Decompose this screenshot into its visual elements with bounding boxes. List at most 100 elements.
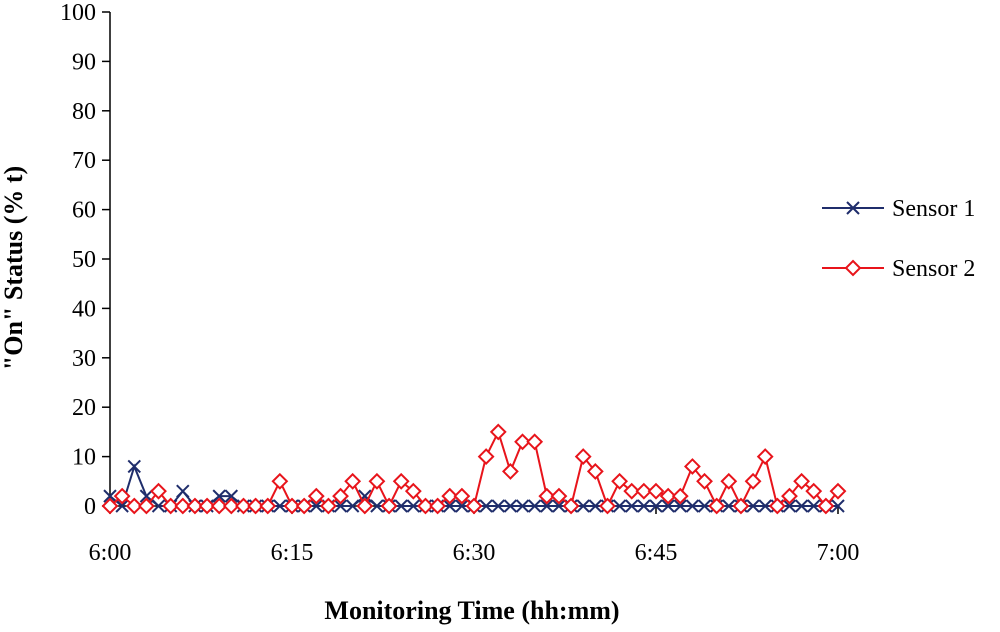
series-2 bbox=[101, 423, 847, 515]
y-tick-label: 40 bbox=[72, 296, 96, 322]
data-point bbox=[515, 499, 530, 513]
legend: Sensor 1 Sensor 2 bbox=[822, 196, 975, 282]
data-point bbox=[162, 497, 180, 515]
data-point bbox=[441, 487, 459, 505]
data-point bbox=[404, 482, 422, 500]
data-point bbox=[151, 499, 166, 513]
data-point bbox=[368, 472, 386, 490]
data-point bbox=[831, 499, 845, 513]
x-tick-label: 6:15 bbox=[271, 540, 314, 566]
data-point bbox=[514, 433, 531, 451]
y-tick-label: 20 bbox=[72, 395, 96, 421]
data-point bbox=[358, 489, 372, 503]
data-point bbox=[756, 448, 774, 466]
data-point bbox=[844, 259, 862, 277]
data-point bbox=[685, 499, 700, 513]
data-point bbox=[295, 497, 313, 515]
data-point bbox=[392, 472, 410, 490]
data-point bbox=[647, 482, 665, 500]
data-point bbox=[429, 497, 447, 515]
y-tick-label: 0 bbox=[84, 494, 96, 520]
data-point bbox=[345, 499, 360, 513]
data-point bbox=[394, 499, 408, 513]
data-point bbox=[625, 499, 639, 513]
data-point bbox=[174, 497, 192, 515]
data-point bbox=[574, 448, 592, 466]
data-point bbox=[101, 497, 119, 515]
data-point bbox=[333, 499, 348, 513]
data-point bbox=[586, 463, 604, 480]
data-point bbox=[406, 499, 421, 513]
data-point bbox=[661, 499, 675, 513]
data-point bbox=[722, 499, 736, 513]
data-point bbox=[283, 497, 301, 515]
data-point bbox=[793, 472, 811, 490]
data-point bbox=[479, 499, 493, 513]
data-point bbox=[491, 499, 505, 513]
data-point bbox=[732, 497, 750, 515]
data-point bbox=[222, 497, 240, 515]
data-point bbox=[744, 472, 762, 490]
data-point bbox=[623, 482, 641, 500]
data-point bbox=[103, 489, 117, 503]
data-point bbox=[212, 489, 226, 503]
y-tick-label: 90 bbox=[72, 49, 96, 75]
legend-item: Sensor 1 bbox=[822, 196, 975, 222]
y-tick-label: 70 bbox=[72, 148, 96, 174]
data-point bbox=[576, 499, 590, 513]
data-point bbox=[526, 433, 544, 451]
data-point bbox=[562, 497, 580, 515]
data-point bbox=[273, 499, 287, 513]
plot-area: 0 10 20 30 40 50 60 70 80 90 100 6:00 6:15 6:30 6:45 7… bbox=[60, 0, 859, 566]
data-point bbox=[443, 499, 457, 513]
data-point bbox=[588, 499, 603, 513]
y-tick-label: 80 bbox=[72, 99, 96, 125]
data-point bbox=[417, 497, 434, 515]
data-point bbox=[829, 482, 847, 500]
y-tick-label: 100 bbox=[60, 0, 96, 26]
data-point bbox=[356, 497, 374, 515]
data-point bbox=[380, 497, 398, 515]
data-point bbox=[781, 487, 798, 505]
data-point bbox=[127, 459, 141, 474]
data-point bbox=[817, 497, 835, 515]
data-point bbox=[210, 497, 228, 515]
data-point bbox=[477, 448, 495, 466]
data-point bbox=[370, 499, 384, 513]
data-point bbox=[746, 499, 760, 513]
legend-label: Sensor 2 bbox=[892, 256, 975, 282]
data-point bbox=[552, 499, 566, 513]
data-point bbox=[538, 487, 556, 505]
y-tick-label: 30 bbox=[72, 346, 96, 372]
data-point bbox=[113, 487, 131, 505]
data-point bbox=[186, 497, 204, 515]
y-ticks: 0 10 20 30 40 50 60 70 80 90 100 bbox=[60, 0, 110, 520]
x-tick-label: 6:00 bbox=[89, 540, 132, 566]
data-point bbox=[697, 499, 712, 513]
data-point bbox=[271, 472, 289, 490]
x-tick-label: 7:00 bbox=[817, 540, 860, 566]
data-point bbox=[503, 499, 518, 513]
legend-label: Sensor 1 bbox=[892, 196, 975, 222]
series-layer bbox=[101, 423, 847, 515]
data-point bbox=[319, 497, 337, 515]
data-point bbox=[501, 463, 519, 480]
data-point bbox=[453, 487, 471, 505]
y-tick-label: 10 bbox=[72, 445, 96, 471]
data-point bbox=[683, 458, 701, 475]
data-point bbox=[332, 487, 349, 505]
data-point bbox=[344, 472, 362, 490]
data-point bbox=[198, 497, 216, 515]
data-point bbox=[807, 499, 821, 513]
data-point bbox=[782, 499, 797, 513]
data-point bbox=[635, 482, 653, 500]
data-point bbox=[309, 499, 323, 513]
data-point bbox=[708, 497, 726, 515]
legend-item: Sensor 2 bbox=[822, 256, 975, 282]
data-point bbox=[846, 201, 860, 215]
data-point bbox=[612, 499, 627, 513]
data-point bbox=[599, 497, 616, 515]
data-point bbox=[224, 489, 239, 503]
x-axis-title: Monitoring Time (hh:mm) bbox=[324, 596, 619, 625]
